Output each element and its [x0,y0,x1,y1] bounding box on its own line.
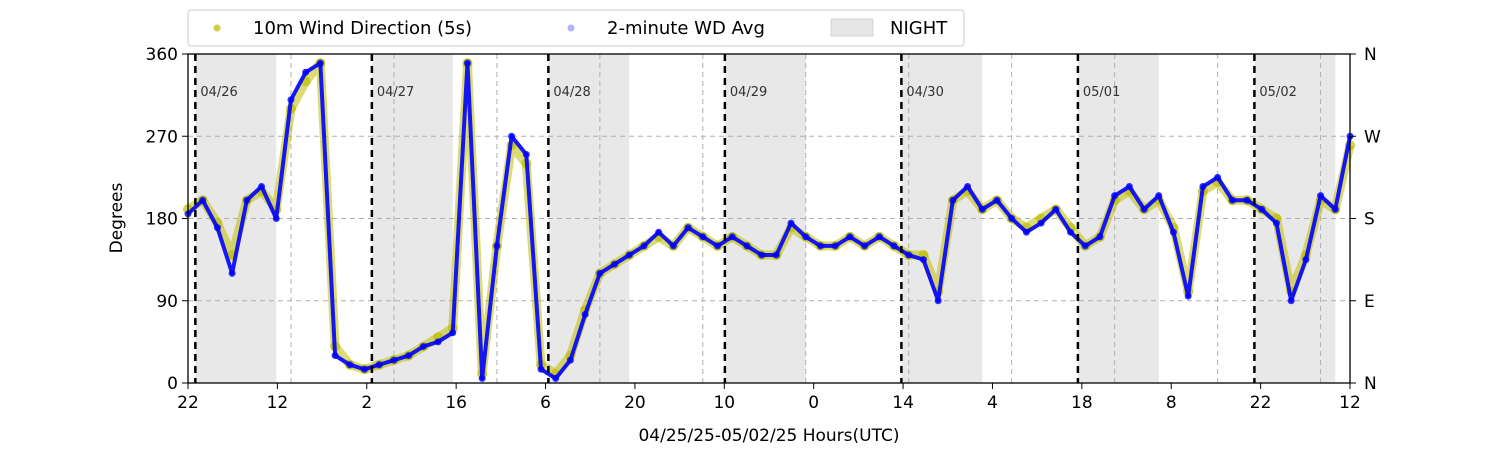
grid [188,54,1350,383]
y-tick-label-2: 180 [146,210,178,230]
day-marker-label-6: 05/02 [1259,85,1296,100]
y-tick-label-3: 270 [146,127,178,147]
x-tick-label-8: 14 [892,393,914,413]
x-tick-label-11: 8 [1166,393,1177,413]
right-axis-ticks: N E S W N [1350,45,1381,394]
y-tick-label-4: 360 [146,45,178,65]
day-marker-label-5: 05/01 [1083,85,1120,100]
y-axis-ticks: 0 90 180 270 360 [146,45,188,394]
x-tick-label-4: 6 [540,393,551,413]
legend-label-10m-wind-direction: 10m Wind Direction (5s) [253,18,472,39]
blue-series-line [186,61,1352,381]
x-tick-label-7: 0 [808,393,819,413]
legend-marker-night [830,18,874,37]
x-tick-label-5: 20 [624,393,646,413]
legend-frame [187,9,965,47]
right-tick-label-0: N [1364,374,1377,394]
right-tick-label-2: S [1364,210,1375,230]
day-marker-label-1: 04/27 [377,85,414,100]
right-tick-label-4: N [1364,45,1377,65]
day-markers: 04/26 04/27 04/28 04/29 04/30 05/01 05/02 [194,54,1297,383]
legend-label-night: NIGHT [890,18,948,39]
day-marker-label-3: 04/29 [730,85,767,100]
x-axis-ticks: 22 12 2 16 6 20 10 0 14 4 18 8 22 12 [177,383,1361,413]
x-tick-label-9: 4 [987,393,998,413]
legend-label-2min-wd-avg: 2-minute WD Avg [607,18,765,39]
day-marker-label-0: 04/26 [200,85,237,100]
y-tick-label-0: 0 [167,374,178,394]
x-tick-label-1: 12 [267,393,289,413]
series-2min-wd-avg [184,59,1354,382]
x-tick-label-2: 2 [361,393,372,413]
x-tick-label-3: 16 [445,393,467,413]
night-band-4 [901,54,983,383]
day-marker-label-4: 04/30 [906,85,943,100]
x-axis-title: 04/25/25-05/02/25 Hours(UTC) [638,426,899,446]
x-tick-label-12: 22 [1250,393,1272,413]
right-tick-label-1: E [1364,292,1375,312]
night-band-6 [1254,54,1336,383]
day-marker-label-2: 04/28 [553,85,590,100]
right-tick-label-3: W [1364,127,1381,147]
x-tick-label-10: 18 [1071,393,1093,413]
y-tick-label-1: 90 [156,292,178,312]
x-tick-label-13: 12 [1339,393,1361,413]
legend: 10m Wind Direction (5s) 2-minute WD Avg … [187,9,965,47]
x-tick-label-6: 10 [713,393,735,413]
legend-marker-yellow [213,24,221,32]
night-band-1 [371,54,453,383]
y-axis-title: Degrees [107,182,127,253]
legend-marker-blue [567,24,575,32]
x-tick-label-0: 22 [177,393,199,413]
